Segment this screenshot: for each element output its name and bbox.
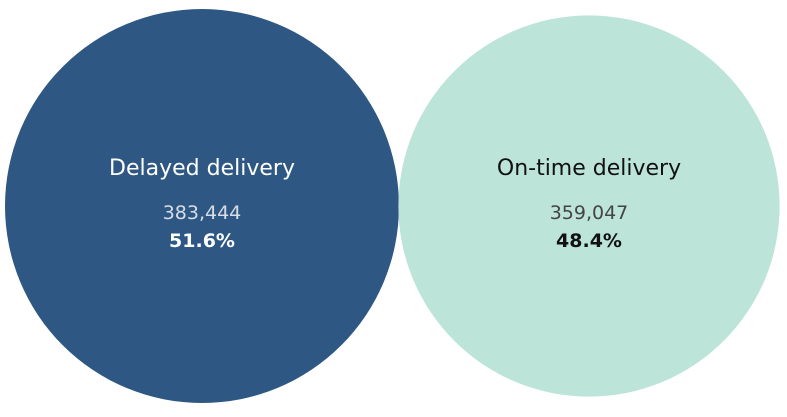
series-name-on-time: On-time delivery: [496, 156, 682, 181]
series-percent-on-time: 48.4%: [556, 230, 622, 252]
bubble-delayed[interactable]: [5, 9, 399, 403]
bubble-on-time[interactable]: [398, 15, 780, 397]
bubble-label-delayed: Delayed delivery 383,444 51.6%: [52, 155, 352, 253]
series-value-on-time: 359,047: [549, 202, 629, 224]
series-value-delayed: 383,444: [162, 202, 242, 224]
series-name-delayed: Delayed delivery: [109, 156, 295, 181]
bubble-label-on-time: On-time delivery 359,047 48.4%: [439, 155, 739, 253]
series-percent-delayed: 51.6%: [169, 230, 235, 252]
